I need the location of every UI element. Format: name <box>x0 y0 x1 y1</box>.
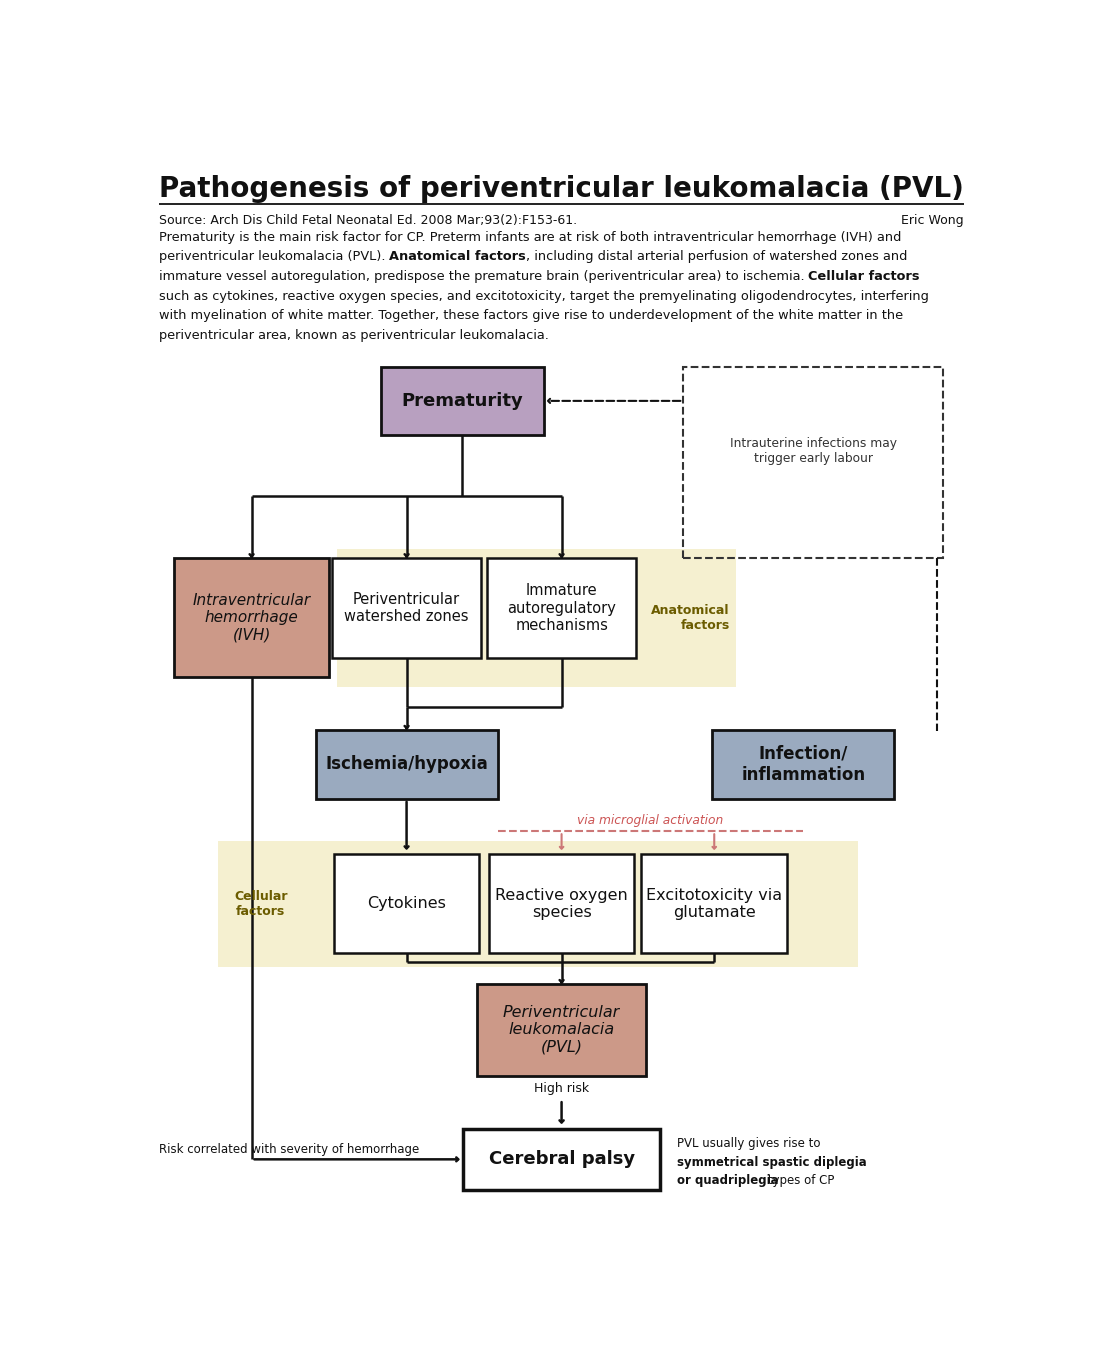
Text: or quadriplegia: or quadriplegia <box>678 1175 779 1187</box>
Text: Reactive oxygen
species: Reactive oxygen species <box>495 888 627 919</box>
Text: Periventricular
leukomalacia
(PVL): Periventricular leukomalacia (PVL) <box>503 1005 620 1055</box>
Text: Intraventricular
hemorrhage
(IVH): Intraventricular hemorrhage (IVH) <box>193 592 311 642</box>
Text: Anatomical
factors: Anatomical factors <box>652 604 729 631</box>
Text: PVL usually gives rise to: PVL usually gives rise to <box>678 1137 821 1150</box>
Text: Source: Arch Dis Child Fetal Neonatal Ed. 2008 Mar;93(2):F153-61.: Source: Arch Dis Child Fetal Neonatal Ed… <box>159 213 577 227</box>
Text: immature vessel autoregulation, predispose the premature brain (periventricular : immature vessel autoregulation, predispo… <box>159 270 808 282</box>
Text: Prematurity: Prematurity <box>402 392 523 410</box>
Text: Eric Wong: Eric Wong <box>901 213 964 227</box>
FancyBboxPatch shape <box>713 729 895 799</box>
Text: Infection/
inflammation: Infection/ inflammation <box>741 746 865 784</box>
FancyBboxPatch shape <box>332 558 481 659</box>
Text: Intrauterine infections may
trigger early labour: Intrauterine infections may trigger earl… <box>729 437 897 464</box>
FancyBboxPatch shape <box>463 1128 660 1190</box>
Text: with myelination of white matter. Together, these factors give rise to underdeve: with myelination of white matter. Togeth… <box>159 310 902 322</box>
Text: via microglial activation: via microglial activation <box>577 813 724 827</box>
FancyBboxPatch shape <box>174 558 330 678</box>
Bar <box>683 367 943 558</box>
FancyBboxPatch shape <box>337 549 736 687</box>
FancyBboxPatch shape <box>642 854 787 953</box>
Text: Ischemia/hypoxia: Ischemia/hypoxia <box>325 755 488 773</box>
Text: Cerebral palsy: Cerebral palsy <box>488 1150 635 1168</box>
Text: periventricular leukomalacia (PVL).: periventricular leukomalacia (PVL). <box>159 250 389 263</box>
FancyBboxPatch shape <box>218 841 857 967</box>
Text: Prematurity is the main risk factor for CP. Preterm infants are at risk of both : Prematurity is the main risk factor for … <box>159 231 901 243</box>
Text: , including distal arterial perfusion of watershed zones and: , including distal arterial perfusion of… <box>526 250 908 263</box>
FancyBboxPatch shape <box>315 729 497 799</box>
Text: Cytokines: Cytokines <box>367 896 446 911</box>
FancyBboxPatch shape <box>488 854 634 953</box>
Text: Immature
autoregulatory
mechanisms: Immature autoregulatory mechanisms <box>507 583 616 633</box>
Text: Anatomical factors: Anatomical factors <box>389 250 526 263</box>
Text: Cellular factors: Cellular factors <box>808 270 920 282</box>
Text: High risk: High risk <box>534 1082 589 1096</box>
Text: Risk correlated with severity of hemorrhage: Risk correlated with severity of hemorrh… <box>159 1143 418 1156</box>
FancyBboxPatch shape <box>487 558 636 659</box>
Text: Pathogenesis of periventricular leukomalacia (PVL): Pathogenesis of periventricular leukomal… <box>159 175 964 204</box>
FancyBboxPatch shape <box>381 367 544 435</box>
Text: periventricular area, known as periventricular leukomalacia.: periventricular area, known as periventr… <box>159 329 549 342</box>
Text: symmetrical spastic diplegia: symmetrical spastic diplegia <box>678 1156 867 1169</box>
FancyBboxPatch shape <box>477 983 646 1076</box>
FancyBboxPatch shape <box>334 854 480 953</box>
Text: Excitotoxicity via
glutamate: Excitotoxicity via glutamate <box>646 888 782 919</box>
Text: Periventricular
watershed zones: Periventricular watershed zones <box>344 592 469 625</box>
Text: Cellular
factors: Cellular factors <box>234 889 288 918</box>
Text: types of CP: types of CP <box>764 1175 834 1187</box>
Text: such as cytokines, reactive oxygen species, and excitotoxicity, target the premy: such as cytokines, reactive oxygen speci… <box>159 289 929 303</box>
